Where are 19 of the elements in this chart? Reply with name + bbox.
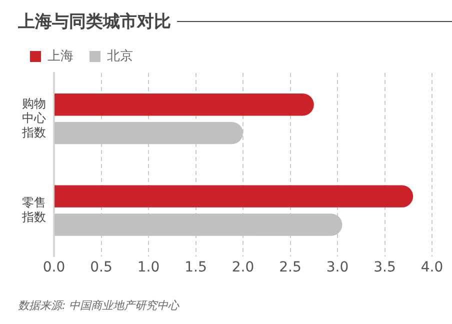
x-tick-label: 2.0 — [232, 259, 254, 276]
x-tick-label: 3.5 — [374, 259, 396, 276]
x-tick-label: 1.5 — [184, 259, 207, 276]
legend-label: 上海 — [48, 48, 74, 64]
y-tick-label: 零售指数 — [21, 195, 46, 224]
x-tick-label: 1.0 — [137, 259, 160, 276]
y-tick-label: 购物中心指数 — [21, 96, 46, 140]
bar — [54, 214, 342, 236]
x-tick-label: 4.0 — [420, 259, 444, 276]
x-tick-label: 3.0 — [326, 259, 349, 276]
x-tick-label: 2.5 — [279, 259, 302, 276]
chart-title: 上海与同类城市对比 — [18, 10, 171, 32]
legend-label: 北京 — [107, 48, 133, 64]
x-tick-label: 0.5 — [90, 259, 112, 276]
bar — [54, 122, 243, 144]
bar — [54, 185, 414, 208]
x-tick-label: 0.0 — [42, 259, 66, 276]
source-note: 数据来源: 中国商业地产研究中心 — [18, 298, 180, 313]
bar — [54, 94, 314, 116]
